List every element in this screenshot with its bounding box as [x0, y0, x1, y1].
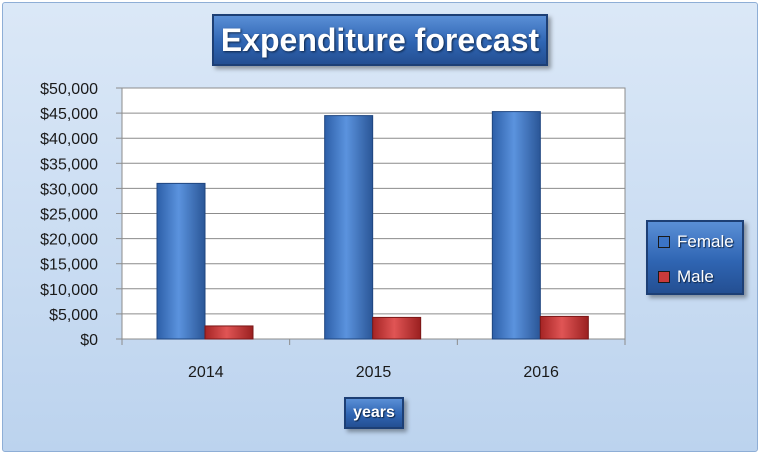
x-tick-label: 2015	[356, 364, 392, 381]
bar-female-2014	[156, 182, 206, 340]
legend-label-female: Female	[677, 232, 734, 251]
y-tick-label: $25,000	[40, 207, 98, 224]
y-tick-label: $5,000	[49, 307, 98, 324]
x-axis-title: years	[353, 404, 395, 421]
x-tick-label: 2016	[523, 364, 559, 381]
bar-female-2015	[324, 115, 374, 340]
y-tick-label: $10,000	[40, 282, 98, 299]
legend-item-female: Female	[658, 232, 734, 252]
chart-title: Expenditure forecast	[220, 21, 540, 58]
x-axis-title-box: years	[344, 397, 404, 429]
y-tick-label: $50,000	[40, 81, 98, 98]
chart-title-box: Expenditure forecast	[212, 14, 548, 66]
bar-male-2014	[204, 325, 254, 340]
y-tick-label: $0	[80, 332, 98, 349]
legend-label-male: Male	[677, 267, 714, 286]
legend-swatch-female	[658, 236, 670, 248]
y-tick-label: $45,000	[40, 106, 98, 123]
bar-male-2016	[539, 315, 589, 340]
y-tick-label: $35,000	[40, 156, 98, 173]
bar-male-2015	[372, 316, 422, 340]
y-tick-label: $20,000	[40, 232, 98, 249]
legend: Female Male	[646, 220, 744, 295]
y-tick-label: $40,000	[40, 131, 98, 148]
y-tick-label: $15,000	[40, 257, 98, 274]
legend-item-male: Male	[658, 267, 714, 287]
legend-swatch-male	[658, 271, 670, 283]
y-tick-label: $30,000	[40, 181, 98, 198]
x-tick-label: 2014	[188, 364, 224, 381]
bar-female-2016	[491, 111, 541, 340]
